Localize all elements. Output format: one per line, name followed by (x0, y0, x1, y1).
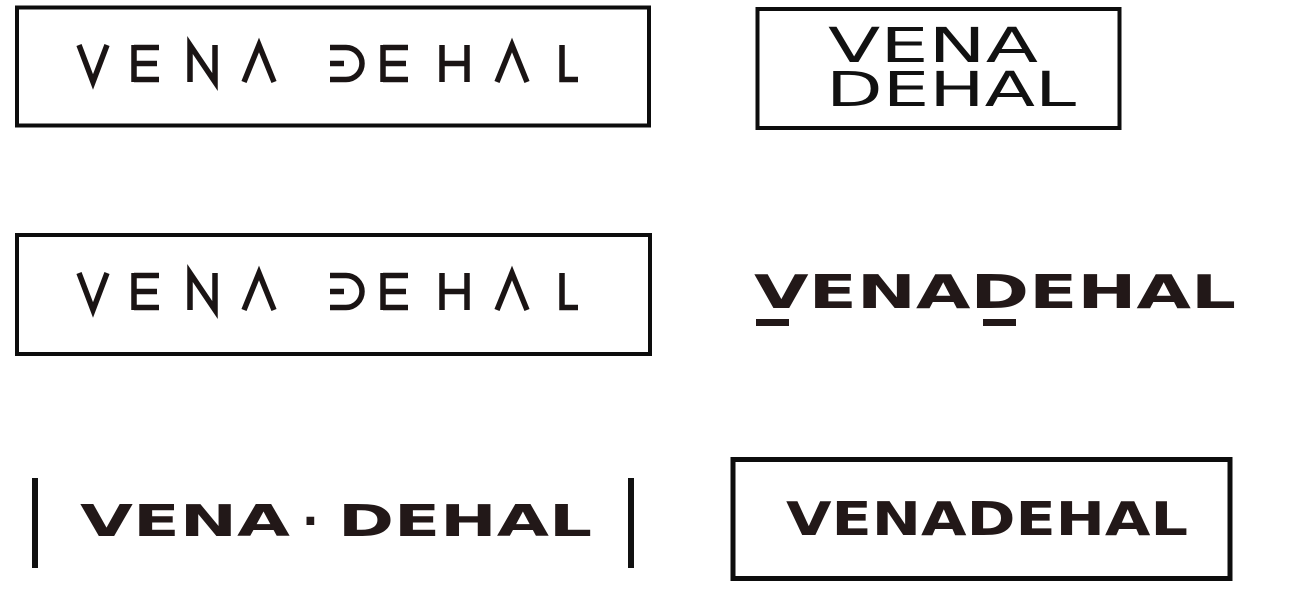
logo-bold-underlined: VENADEHAL (740, 250, 1260, 340)
logo-line-2: DEHAL (826, 62, 1076, 118)
underline-accent-v (756, 319, 789, 326)
logo-stacked-boxed-artwork: VENA DEHAL (755, 7, 1122, 130)
logo-lettering (76, 264, 578, 319)
logo-lettering (76, 36, 578, 91)
logo-bold-boxed-artwork: VENADEHAL (730, 457, 1233, 581)
logo-word-1: VENA (80, 496, 290, 547)
logo-bold-dotted-bars-artwork: VENA · DEHAL (32, 478, 634, 568)
logo-bold-dotted-bars: VENA · DEHAL (20, 470, 660, 580)
underline-accent-d (983, 319, 1016, 326)
logo-thin-boxed-1 (0, 0, 660, 140)
logo-word-2: DEHAL (338, 496, 592, 547)
logo-frame (755, 7, 1122, 130)
logo-wordmark: VENADEHAL (754, 265, 1236, 319)
left-bar (32, 478, 38, 568)
logo-line-1: VENA (828, 18, 1038, 74)
logo-frame (15, 5, 651, 128)
logo-thin-boxed-1-artwork (15, 5, 651, 128)
logo-wordmark: VENADEHAL (786, 492, 1188, 546)
logo-stacked-boxed: VENA DEHAL (750, 0, 1130, 140)
right-bar (628, 478, 634, 568)
logo-thin-boxed-2 (0, 228, 660, 368)
logo-frame (15, 233, 652, 356)
logo-separator-dot: · (302, 496, 319, 547)
logo-frame (730, 457, 1233, 581)
logo-thin-boxed-2-artwork (15, 233, 652, 356)
logo-bold-boxed: VENADEHAL (720, 450, 1250, 590)
logo-bold-underlined-artwork: VENADEHAL (754, 265, 1236, 326)
